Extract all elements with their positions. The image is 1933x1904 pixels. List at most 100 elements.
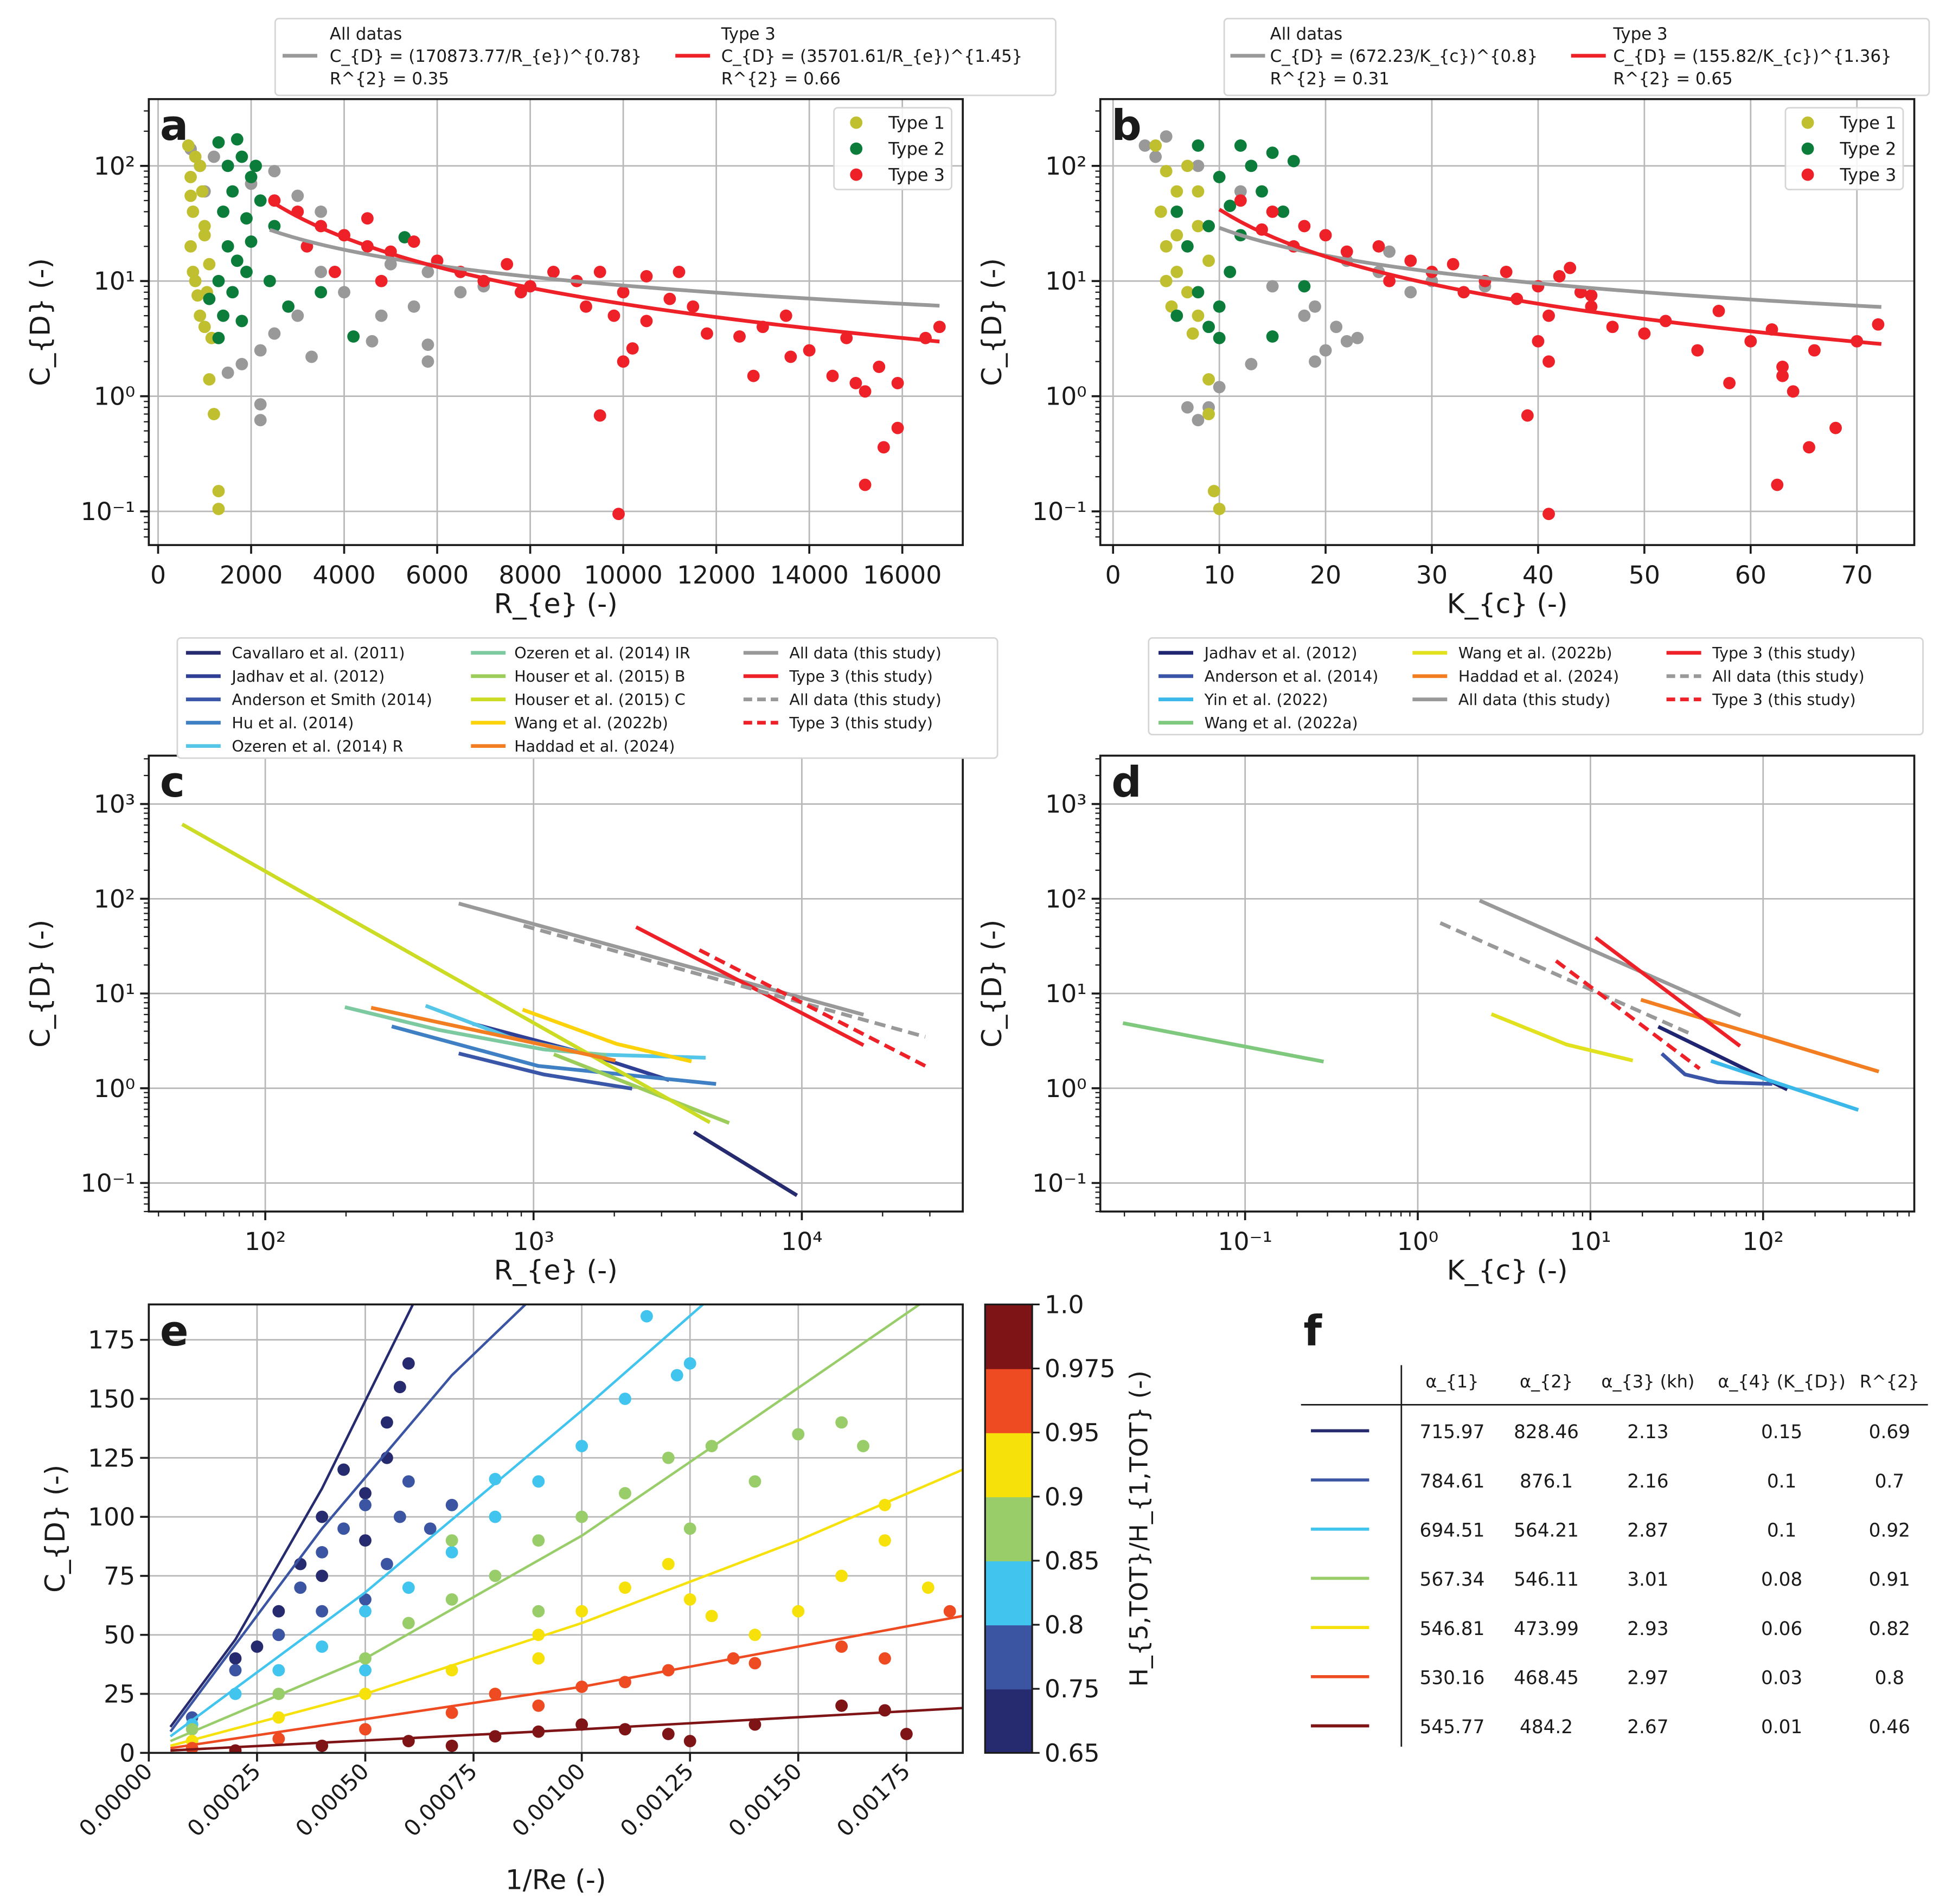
table-row: 784.61 876.1 2.16 0.1 0.7	[1311, 1471, 1904, 1492]
data-point-unclassified	[1213, 381, 1226, 394]
fit-curve	[169, 1304, 527, 1733]
data-point-unclassified	[454, 286, 467, 299]
x-axis-label: R_{e} (-)	[494, 1254, 618, 1286]
data-point-type-3	[617, 355, 630, 368]
data-point-type-3	[328, 266, 341, 278]
table-column-header: α_{1}	[1425, 1371, 1478, 1392]
x-tick-label: 70	[1841, 561, 1873, 589]
data-point-type-1	[194, 309, 207, 322]
data-point-type-3	[1776, 369, 1789, 382]
curve-houser-et-al-2015-c	[181, 823, 711, 1124]
table-cell: 0.7	[1875, 1471, 1904, 1492]
data-point	[662, 1728, 675, 1740]
data-point-type-2	[1256, 185, 1268, 198]
legend-label: Ozeren et al. (2014) R	[232, 737, 403, 755]
table-column-header: α_{4} (K_{D})	[1718, 1371, 1845, 1392]
y-tick-label: 10¹	[1045, 979, 1086, 1008]
panel-label: d	[1111, 758, 1142, 807]
data-point-type-3	[1532, 335, 1545, 348]
data-point-type-1	[207, 408, 220, 420]
fit-legend: All datas C_{D} = (672.23/K_{c})^{0.8} R^{…	[1223, 17, 1930, 97]
data-point-type-3	[593, 409, 606, 422]
curve-hu-et-al-2014-	[391, 1024, 716, 1086]
data-point-type-3	[1298, 220, 1311, 233]
y-tick-label: 10¹	[94, 979, 135, 1008]
data-point-type-2	[1213, 300, 1226, 313]
table-cell: 694.51	[1420, 1520, 1485, 1541]
data-point-type-3	[1606, 320, 1619, 334]
data-point-unclassified	[375, 309, 388, 322]
x-tick-label: 0	[150, 561, 166, 589]
series-legend: Jadhav et al. (2012) Anderson et al. (201…	[1148, 637, 1924, 735]
data-point-type-2	[240, 212, 253, 225]
legend-label: Houser et al. (2015) C	[514, 690, 686, 709]
table-column-header: R^{2}	[1860, 1371, 1919, 1392]
data-point-type-2	[1202, 320, 1215, 334]
data-point-type-1	[198, 220, 211, 233]
plot-area	[1138, 130, 1885, 521]
data-point-type-3	[803, 344, 816, 357]
data-point-type-3	[1266, 205, 1279, 218]
data-point-type-3	[1585, 289, 1598, 302]
curve-anderson-et-smith-2014-	[458, 1052, 633, 1091]
x-tick-label: 10²	[1743, 1227, 1784, 1256]
data-point-type-2	[1170, 205, 1183, 218]
legend-label: Type 3 (this study)	[789, 667, 933, 685]
data-point-type-3	[1500, 266, 1513, 278]
data-point	[532, 1652, 545, 1665]
data-point	[316, 1546, 329, 1559]
curve-wang-et-al-2022b-	[1490, 1012, 1634, 1063]
plot-area	[182, 133, 946, 521]
table-cell: 2.97	[1627, 1668, 1668, 1689]
data-point-type-2	[315, 286, 328, 299]
data-point	[316, 1605, 329, 1618]
x-tick-label: 10⁴	[781, 1227, 822, 1256]
data-point-type-2	[282, 300, 295, 313]
legend-label: Hu et al. (2014)	[232, 714, 354, 732]
data-point-type-2	[231, 133, 244, 146]
data-point-type-1	[1202, 408, 1215, 420]
data-point	[575, 1718, 588, 1731]
legend-label: Jadhav et al. (2012)	[1204, 644, 1358, 662]
curve-all-data-this-study-	[1439, 921, 1694, 1037]
data-point	[835, 1640, 848, 1653]
legend-label: Cavallaro et al. (2011)	[232, 644, 405, 662]
axes-frame	[1099, 98, 1916, 546]
y-tick-label: 50	[104, 1621, 135, 1650]
data-point	[900, 1728, 913, 1740]
legend-marker	[850, 142, 863, 155]
data-point-unclassified	[1234, 185, 1247, 198]
data-point	[748, 1475, 761, 1488]
colorbar-segment	[985, 1560, 1033, 1626]
data-point-type-3	[1803, 441, 1815, 454]
legend-box	[833, 107, 952, 190]
legend-r2: R^{2} = 0.65	[1613, 69, 1732, 88]
data-point-type-2	[1170, 309, 1183, 322]
data-point-type-1	[198, 229, 211, 242]
panel-d: 10⁻¹ 10⁰ 10¹ 10² 10⁻¹ 10⁰ 10¹ 10² 10³ K_{c} (-) C_…	[976, 637, 1924, 1286]
colorbar-tick-label: 0.8	[1045, 1611, 1084, 1639]
y-tick-label: 10²	[94, 152, 135, 181]
data-point-type-3	[784, 350, 797, 363]
data-point-type-2	[1192, 286, 1205, 299]
x-tick-label: 4000	[312, 561, 375, 589]
colorbar-tick-label: 0.95	[1045, 1419, 1100, 1447]
data-point-type-2	[1234, 139, 1247, 152]
data-point-unclassified	[366, 335, 379, 348]
table-cell: 473.99	[1514, 1618, 1579, 1640]
data-point	[619, 1581, 631, 1594]
type-legend: Type 1 Type 2 Type 3	[833, 107, 952, 190]
data-point-type-3	[1771, 478, 1784, 491]
data-point	[489, 1688, 502, 1700]
data-point	[445, 1534, 458, 1547]
y-tick-label: 10²	[94, 884, 135, 913]
data-point	[402, 1357, 415, 1370]
data-point-type-1	[196, 185, 209, 198]
data-point-type-3	[593, 266, 606, 278]
data-point	[489, 1569, 502, 1582]
data-point	[683, 1357, 696, 1370]
x-tick-label: 0	[1105, 561, 1121, 589]
y-axis-label: C_{D} (-)	[976, 920, 1008, 1048]
data-point-unclassified	[384, 258, 397, 271]
